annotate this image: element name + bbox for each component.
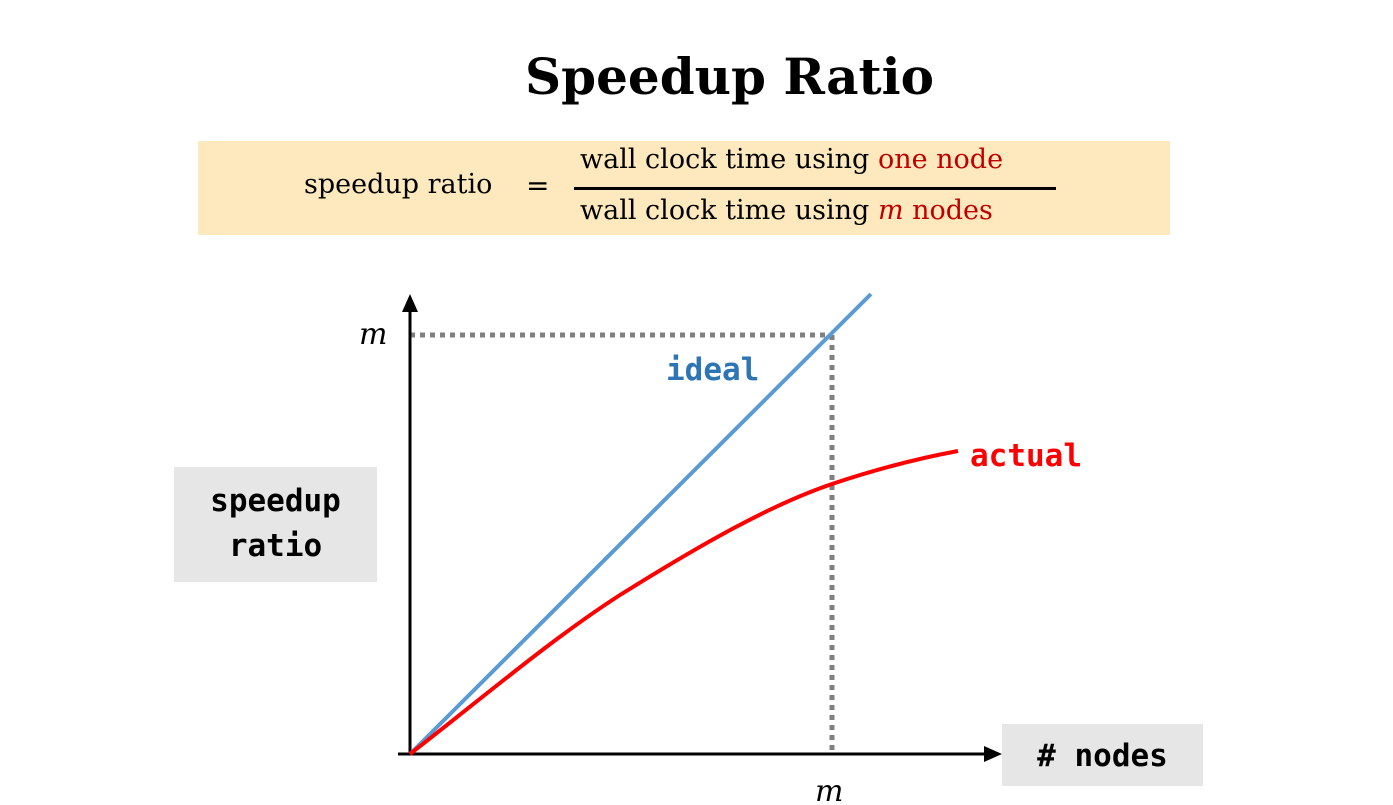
y-axis-arrowhead	[402, 294, 418, 312]
y-axis-label-line1: speedup	[210, 483, 341, 519]
formula-box: speedup ratio = wall clock time using on…	[198, 141, 1170, 235]
ideal-line	[408, 292, 873, 756]
denominator-variable: m	[877, 195, 904, 226]
formula-equals: =	[526, 169, 550, 202]
y-tick-m: m	[359, 317, 387, 352]
actual-curve	[408, 449, 959, 756]
x-tick-m: m	[815, 774, 843, 805]
formula-numerator: wall clock time using one node	[580, 144, 1003, 175]
slide-title: Speedup Ratio	[525, 47, 934, 106]
y-axis-label-line2: ratio	[228, 528, 323, 564]
formula-denominator: wall clock time using m nodes	[580, 195, 993, 226]
denominator-prefix: wall clock time using	[580, 195, 878, 226]
fraction-bar	[574, 187, 1056, 190]
numerator-prefix: wall clock time using	[580, 144, 878, 175]
x-axis-label: # nodes	[1037, 738, 1168, 774]
formula-lhs: speedup ratio	[304, 169, 493, 200]
ideal-label: ideal	[666, 352, 759, 388]
actual-label: actual	[970, 438, 1082, 474]
numerator-highlight: one node	[877, 144, 1004, 175]
x-axis-arrowhead	[984, 746, 1002, 762]
x-axis-label-box: # nodes	[1002, 724, 1203, 786]
y-axis-label-box: speedup ratio	[174, 467, 377, 582]
y-axis-label: speedup ratio	[174, 479, 377, 569]
denominator-suffix: nodes	[903, 195, 993, 226]
